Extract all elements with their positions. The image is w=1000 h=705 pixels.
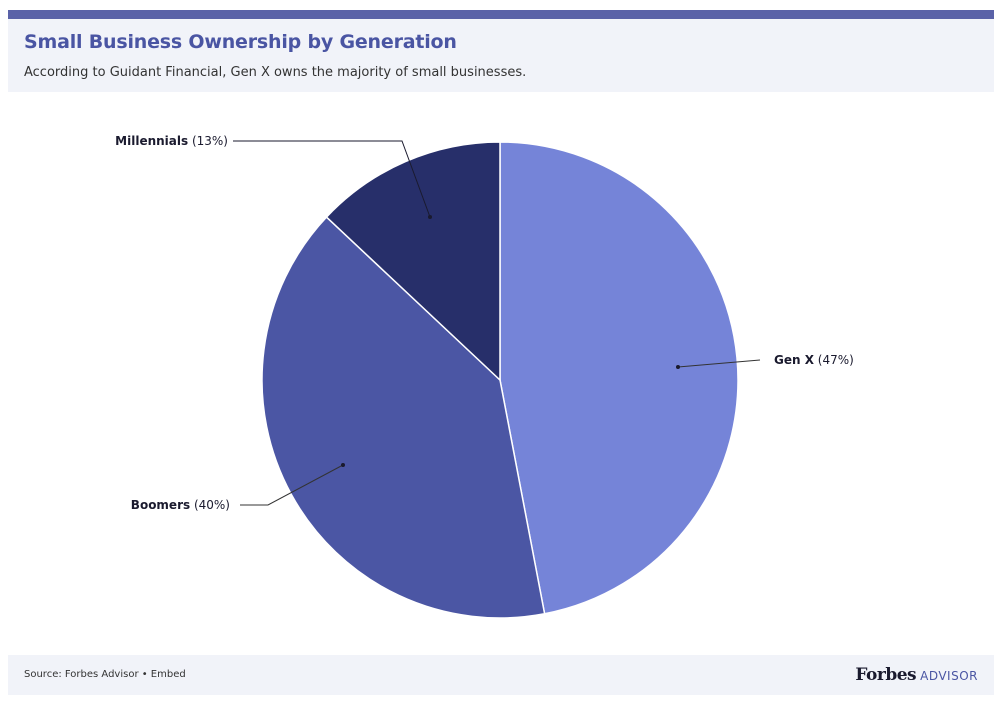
pie-slices — [261, 141, 739, 619]
slice-label-gen-x: Gen X (47%) — [774, 353, 854, 367]
slice-label-millennials: Millennials (13%) — [115, 134, 228, 148]
leader-dot — [676, 365, 680, 369]
brand-logo: Forbes ADVISOR — [855, 665, 978, 685]
slice-label-percent: (40%) — [190, 498, 230, 512]
brand-name: Forbes — [855, 665, 917, 685]
leader-line-gen-x — [677, 359, 761, 368]
chart-subtitle: According to Guidant Financial, Gen X ow… — [24, 65, 527, 80]
slice-label-name: Boomers — [131, 498, 190, 512]
brand-sub: ADVISOR — [920, 669, 978, 683]
pie-slice-gen-x — [499, 141, 739, 615]
leader-lines — [233, 140, 761, 506]
slice-label-boomers: Boomers (40%) — [131, 498, 230, 512]
leader-dot — [428, 215, 432, 219]
pie-slice-boomers — [261, 216, 546, 619]
leader-dot — [341, 463, 345, 467]
chart-title: Small Business Ownership by Generation — [24, 31, 457, 53]
source-text: Source: Forbes Advisor • Embed — [24, 669, 186, 680]
chart-footer: Source: Forbes Advisor • Embed Forbes ADV… — [8, 655, 994, 695]
leader-line-millennials — [233, 140, 431, 218]
slice-label-percent: (13%) — [188, 134, 228, 148]
leader-line-boomers — [240, 464, 344, 506]
slice-label-percent: (47%) — [814, 353, 854, 367]
pie-slice-millennials — [325, 141, 501, 382]
top-accent-bar — [8, 10, 994, 19]
pie-chart: Gen X (47%) Boomers (40%) Millennials (13%… — [115, 134, 854, 619]
chart-header: Small Business Ownership by Generation A… — [8, 19, 994, 92]
slice-labels: Gen X (47%) Boomers (40%) Millennials (13%… — [115, 134, 854, 512]
slice-label-name: Gen X — [774, 353, 815, 367]
slice-label-name: Millennials — [115, 134, 188, 148]
